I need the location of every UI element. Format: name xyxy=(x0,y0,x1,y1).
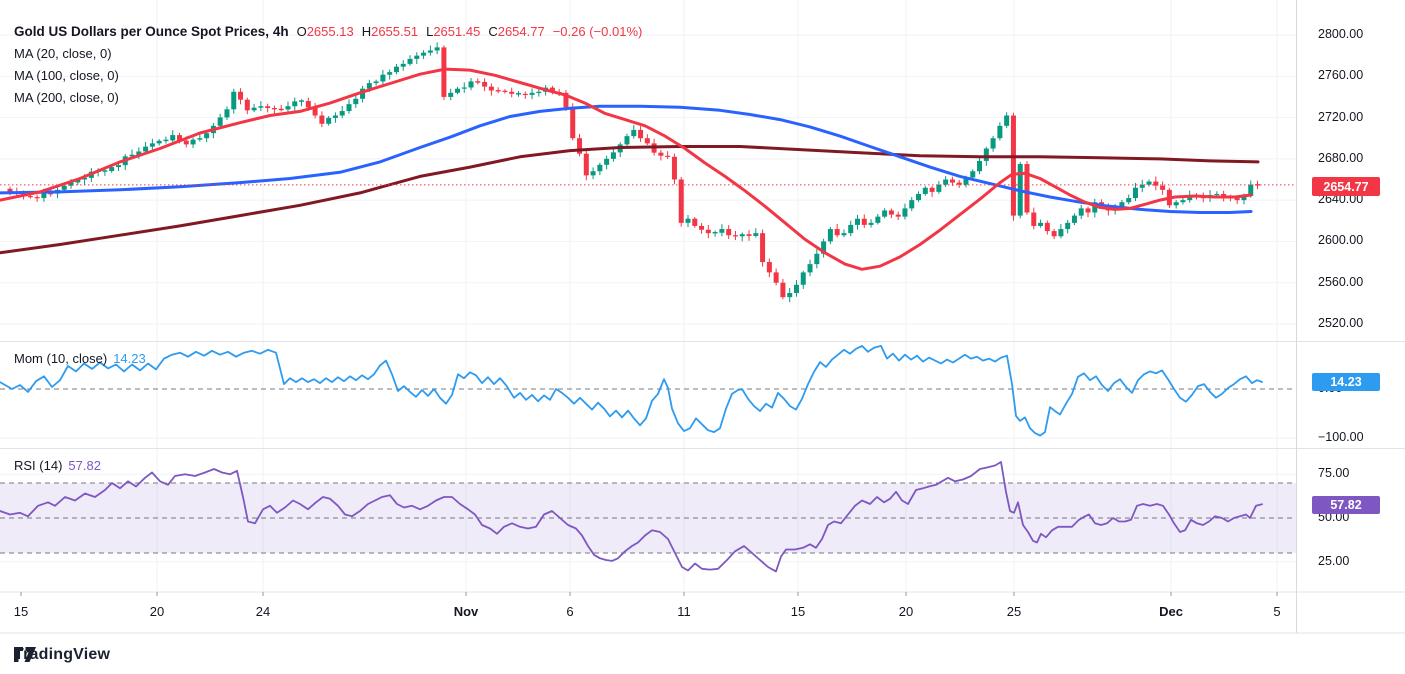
time-axis-label: 20 xyxy=(149,604,165,619)
tradingview-logo-icon xyxy=(14,647,36,662)
ma100-legend[interactable]: MA (100, close, 0) xyxy=(14,68,119,83)
time-axis-label: Nov xyxy=(453,604,479,619)
time-axis-label: 15 xyxy=(13,604,29,619)
symbol-title: Gold US Dollars per Ounce Spot Prices, 4… xyxy=(14,24,289,39)
rsi-value-badge: 57.82 xyxy=(1312,496,1380,514)
current-price-badge: 2654.77 xyxy=(1312,177,1380,196)
mom-value: 14.23 xyxy=(113,351,146,366)
mom-axis-label: −100.00 xyxy=(1318,430,1364,444)
rsi-legend[interactable]: RSI (14) 57.82 xyxy=(14,458,101,473)
rsi-axis-label: 75.00 xyxy=(1318,466,1350,481)
rsi-label: RSI (14) xyxy=(14,458,63,473)
mom-value-badge: 14.23 xyxy=(1312,373,1380,391)
mom-label: Mom (10, close) xyxy=(14,351,108,366)
price-axis-label: 2800.00 xyxy=(1318,27,1364,41)
tradingview-logo-text: TradingView xyxy=(14,646,111,663)
ma200-label: MA (200, close, 0) xyxy=(14,90,119,105)
ohlc-close: C 2654.77 xyxy=(488,24,545,39)
symbol-legend[interactable]: Gold US Dollars per Ounce Spot Prices, 4… xyxy=(14,24,642,39)
time-axis-label: 11 xyxy=(677,604,691,619)
ma20-label: MA (20, close, 0) xyxy=(14,46,112,61)
tradingview-logo[interactable]: TradingView xyxy=(14,646,110,664)
ma200-legend[interactable]: MA (200, close, 0) xyxy=(14,90,119,105)
time-axis-label: 6 xyxy=(566,604,574,619)
price-axis-label: 2560.00 xyxy=(1318,274,1364,289)
price-axis-label: 2600.00 xyxy=(1318,233,1364,248)
price-axis-label: 2720.00 xyxy=(1318,109,1364,124)
ohlc-high: H 2655.51 xyxy=(361,24,419,39)
price-axis-label: 2760.00 xyxy=(1318,68,1364,83)
ohlc-low: L 2651.45 xyxy=(426,24,481,39)
time-axis-label: 15 xyxy=(790,604,806,619)
mom-legend[interactable]: Mom (10, close) 14.23 xyxy=(14,351,146,366)
price-axis-label: 2680.00 xyxy=(1318,150,1364,165)
time-axis-label: 5 xyxy=(1273,604,1281,619)
ohlc-open: O 2655.13 xyxy=(296,24,354,39)
rsi-value: 57.82 xyxy=(68,458,101,473)
ma20-legend[interactable]: MA (20, close, 0) xyxy=(14,46,112,61)
time-axis-label: 24 xyxy=(255,604,271,619)
time-axis-label: 20 xyxy=(898,604,914,619)
ma100-label: MA (100, close, 0) xyxy=(14,68,119,83)
rsi-axis-label: 25.00 xyxy=(1318,553,1350,568)
time-axis-label: Dec xyxy=(1159,604,1183,619)
price-axis-label: 2520.00 xyxy=(1318,315,1364,330)
time-axis-label: 25 xyxy=(1006,604,1022,619)
price-change: −0.26 (−0.01%) xyxy=(552,24,643,39)
